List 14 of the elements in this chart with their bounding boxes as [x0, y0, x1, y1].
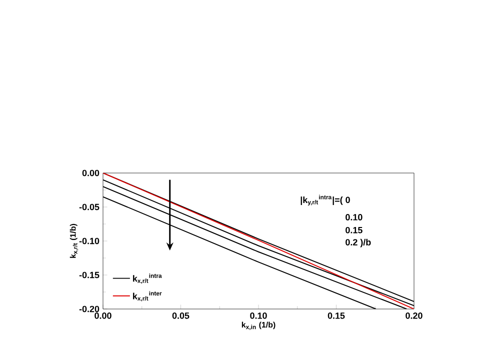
x-tick-label: 0.15: [328, 312, 345, 319]
x-tick-label: 0.10: [250, 312, 267, 319]
x-tick-label: 0.20: [406, 312, 422, 319]
x-tick-label: 0.05: [172, 312, 190, 319]
annotation: |k$_{y,r/t}$$^{intra}$|=( 0: [300, 194, 350, 206]
annotation: 0.10: [346, 214, 362, 220]
annotation: 0.2 )/b: [346, 238, 371, 248]
y-tick-label: -0.05: [79, 204, 100, 210]
y-tick-label: -0.20: [79, 306, 100, 312]
y-tick-label: 0.00: [82, 170, 100, 176]
y-tick-label: -0.10: [79, 238, 100, 244]
x-tick-label: 0.00: [94, 312, 112, 319]
annotation: 0.15: [346, 226, 362, 234]
y-tick-label: -0.15: [79, 272, 100, 278]
